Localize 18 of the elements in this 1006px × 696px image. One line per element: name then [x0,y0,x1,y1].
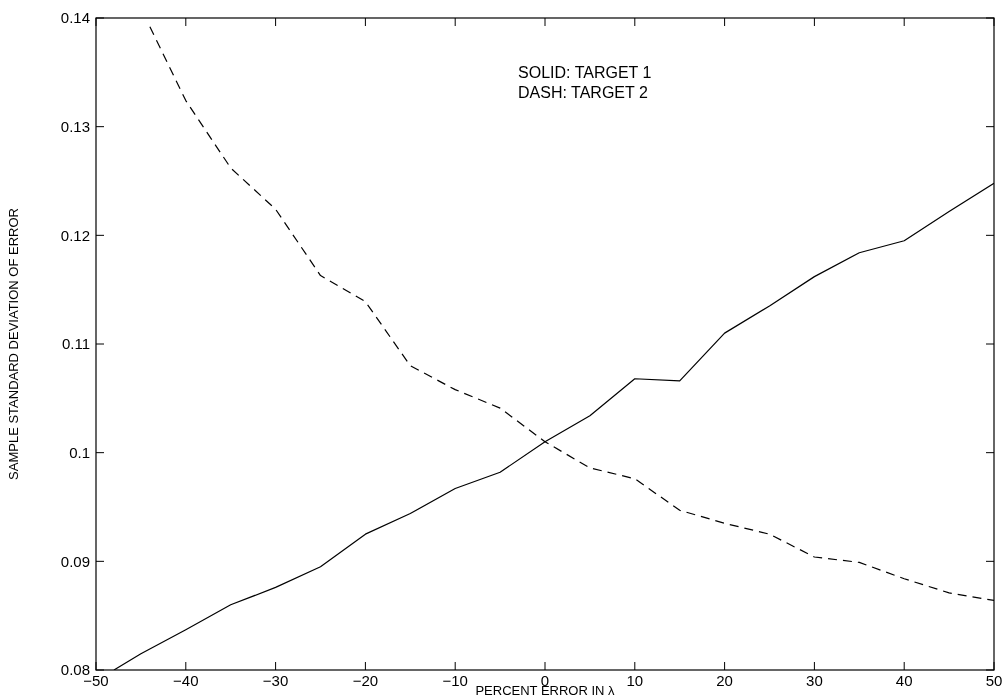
annotation: DASH: TARGET 2 [518,84,648,101]
x-tick-label: 40 [895,672,913,689]
x-tick-label: 10 [626,672,644,689]
x-tick-label: −20 [352,672,379,689]
x-tick-label: −40 [173,672,199,689]
x-tick-label: −30 [262,672,289,689]
y-tick-label: 0.13 [60,117,90,135]
x-tick-label: 20 [716,672,733,689]
y-tick-label: 0.14 [60,9,90,27]
x-tick-label: −10 [442,672,468,689]
y-tick-label: 0.11 [61,335,90,353]
x-tick-label: 50 [985,672,1003,689]
y-tick-label: 0.1 [69,443,90,461]
annotation: SOLID: TARGET 1 [518,64,652,81]
y-tick-label: 0.12 [60,226,90,244]
y-axis-title: SAMPLE STANDARD DEVIATION OF ERROR [6,208,21,480]
x-tick-label: 30 [806,672,823,689]
y-tick-label: 0.09 [60,552,90,570]
